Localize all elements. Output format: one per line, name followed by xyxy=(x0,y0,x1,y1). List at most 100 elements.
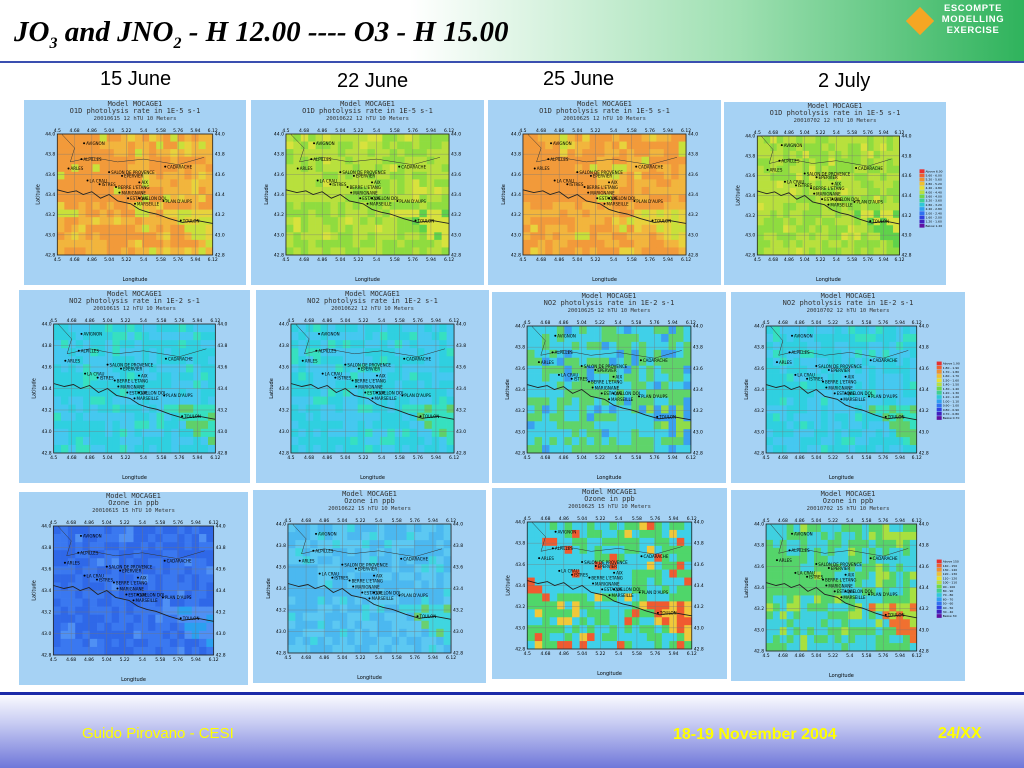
map-cell xyxy=(678,247,687,256)
map-cell xyxy=(766,421,774,430)
place-marker xyxy=(359,197,362,200)
map-cell xyxy=(111,558,120,567)
region-border xyxy=(57,525,205,559)
map-cell xyxy=(199,630,207,640)
map-cell xyxy=(170,232,178,241)
map-cell xyxy=(770,210,777,219)
map-cell xyxy=(53,638,61,648)
map-cell xyxy=(111,550,120,559)
map-cell xyxy=(64,149,72,157)
map-cell xyxy=(522,134,531,142)
map-cell xyxy=(861,341,870,351)
x-tick-top: 5.58 xyxy=(390,128,400,134)
x-tick-top: 4.5 xyxy=(287,318,294,324)
map-cell xyxy=(119,412,128,422)
map-cell xyxy=(305,404,314,413)
map-cell xyxy=(594,522,603,531)
map-cell xyxy=(560,156,568,165)
map-cell xyxy=(399,620,407,630)
map-cell xyxy=(310,524,318,533)
map-cell xyxy=(827,326,835,335)
map-cell xyxy=(328,380,336,389)
map-cell xyxy=(105,356,113,365)
map-cell xyxy=(105,404,113,413)
legend-swatch xyxy=(919,177,925,182)
map-cell xyxy=(441,209,450,218)
legend-swatch xyxy=(919,211,925,216)
map-cell xyxy=(634,156,642,165)
place-marker xyxy=(368,597,371,600)
map-cell xyxy=(149,324,157,333)
map-cell xyxy=(200,348,209,357)
map-cell xyxy=(428,604,437,613)
place-label: AVIGNON xyxy=(86,141,105,146)
map-cell xyxy=(135,164,143,173)
map-cell xyxy=(389,202,398,210)
place-label: BERRE L'ETANG xyxy=(591,379,622,384)
map-cell xyxy=(347,620,355,630)
map-cell xyxy=(97,348,106,357)
map-cell xyxy=(800,389,808,398)
map-cell xyxy=(909,445,917,454)
map-cell xyxy=(880,210,887,219)
map-cell xyxy=(684,593,693,602)
map-cell xyxy=(290,348,299,357)
map-cell xyxy=(564,561,573,570)
map-cell xyxy=(841,405,849,414)
map-cell xyxy=(293,217,302,226)
place-label: MARIGNANE xyxy=(828,385,853,390)
map-cell xyxy=(293,232,302,241)
map-cell xyxy=(676,617,685,626)
legend-swatch xyxy=(919,173,925,178)
map-cell xyxy=(135,134,143,142)
map-cell xyxy=(534,569,543,578)
map-cell xyxy=(302,612,311,622)
coastline xyxy=(53,383,216,420)
y-tick-right: 44.0 xyxy=(451,132,461,138)
place-marker xyxy=(63,561,66,564)
map-cell xyxy=(638,429,647,438)
map-cell xyxy=(623,381,632,390)
map-cell xyxy=(552,141,561,150)
map-cell xyxy=(661,437,669,446)
map-cell xyxy=(142,164,150,173)
map-cell xyxy=(549,585,558,594)
x-tick-bottom: 5.76 xyxy=(645,257,655,263)
map-cell xyxy=(99,141,108,150)
place-marker xyxy=(827,368,830,371)
map-cell xyxy=(587,633,595,642)
map-cell xyxy=(206,558,214,567)
map-cell xyxy=(391,556,400,565)
map-cell xyxy=(446,436,455,446)
map-cell xyxy=(205,232,213,241)
map-cell xyxy=(419,156,428,165)
x-tick-top: 4.5 xyxy=(763,320,770,326)
place-marker xyxy=(550,142,553,145)
y-tick-right: 43.6 xyxy=(451,172,461,178)
map-cell xyxy=(875,437,883,446)
map-cell xyxy=(609,561,618,570)
x-tick-bottom: 5.94 xyxy=(668,455,678,461)
map-cell xyxy=(413,532,422,541)
map-cell xyxy=(394,388,403,397)
y-tick-left: 42.8 xyxy=(41,653,51,659)
map-cell xyxy=(140,550,149,559)
map-cell xyxy=(639,553,648,562)
map-cell xyxy=(443,564,452,573)
map-cell xyxy=(541,413,550,422)
map-cell xyxy=(374,164,383,173)
map-cell xyxy=(426,209,435,218)
map-cell xyxy=(127,141,136,150)
x-tick-bottom: 6.12 xyxy=(687,651,697,657)
map-cell xyxy=(64,141,72,150)
map-cell xyxy=(416,444,425,454)
map-cell xyxy=(882,445,890,454)
map-cell xyxy=(567,186,576,195)
place-label: MARSEILLE xyxy=(612,593,635,598)
map-cell xyxy=(416,332,425,341)
map-cell xyxy=(671,141,679,150)
map-cell xyxy=(200,396,209,405)
map-panel-jo3-2: Model MOCAGE1 O1D photolysis rate in 1E-5… xyxy=(251,100,484,285)
y-tick-right: 44.0 xyxy=(688,132,698,138)
map-cell xyxy=(661,365,669,374)
